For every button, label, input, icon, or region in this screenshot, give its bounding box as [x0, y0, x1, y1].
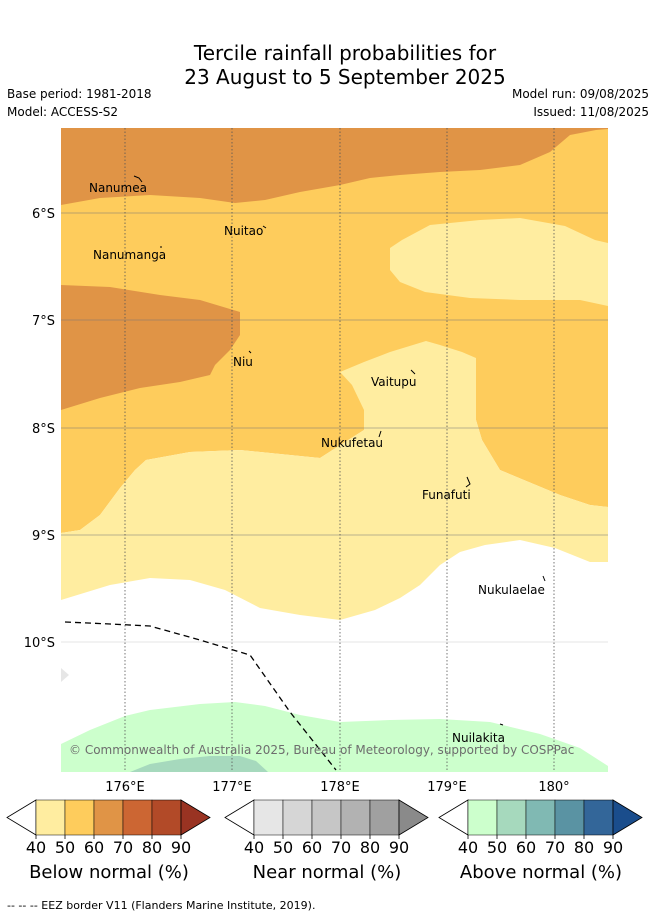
model-run: Model run: 09/08/2025: [511, 87, 649, 101]
lat-label: 6°S: [32, 207, 55, 222]
lon-label: 178°E: [320, 780, 360, 795]
lon-label: 177°E: [212, 780, 252, 795]
colorbar-segment: [282, 799, 313, 836]
colorbar-tick-label: 90: [603, 838, 623, 857]
colorbar-segment: [340, 799, 371, 836]
base-period: Base period: 1981-2018: [7, 87, 152, 101]
lon-label: 176°E: [105, 780, 145, 795]
colorbar-tick-label: 90: [171, 838, 191, 857]
colorbar-tick-label: 50: [55, 838, 75, 857]
colorbar-segment: [64, 799, 95, 836]
region-near-40: [61, 668, 69, 682]
lat-label: 10°S: [24, 636, 55, 651]
map-title-line2: 23 August to 5 September 2025: [184, 65, 506, 89]
colorbar-segment: [93, 799, 124, 836]
place-label: Nuilakita: [452, 731, 505, 745]
colorbar-segment: [35, 799, 66, 836]
colorbar-extend-low: [224, 799, 255, 836]
lat-label: 8°S: [32, 422, 55, 437]
colorbar-tick-label: 90: [389, 838, 409, 857]
place-label: Nuitao: [224, 224, 263, 238]
colorbar-above-label: Above normal (%): [459, 862, 623, 883]
region-below-40-east: [390, 218, 608, 306]
lat-label: 7°S: [32, 314, 55, 329]
place-label: Nukufetau: [321, 436, 383, 450]
island-marks: [133, 175, 546, 726]
colorbar-tick-label: 60: [302, 838, 322, 857]
colorbar-below: 40 50 60 70 80 90: [6, 799, 211, 857]
place-label: Nanumea: [89, 181, 147, 195]
place-label: Funafuti: [422, 488, 471, 502]
colorbar-near-label: Near normal (%): [252, 862, 402, 883]
colorbar-extend-low: [438, 799, 469, 836]
place-label: Niu: [233, 355, 253, 369]
lon-label: 180°: [538, 780, 569, 795]
grid-lon: [124, 128, 555, 772]
region-below-40: [61, 341, 608, 620]
colorbar-tick-label: 50: [273, 838, 293, 857]
colorbar-tick-label: 40: [26, 838, 46, 857]
colorbar-near: 40 50 60 70 80 90: [224, 799, 429, 857]
colorbar-extend-low: [6, 799, 37, 836]
eez-note: -- -- -- EEZ border V11 (Flanders Marine…: [7, 899, 316, 912]
lat-label: 9°S: [32, 529, 55, 544]
colorbar-segment: [253, 799, 284, 836]
map-area: [61, 128, 608, 772]
colorbar-above: 40 50 60 70 80 90: [438, 799, 643, 857]
issued-date: Issued: 11/08/2025: [533, 105, 649, 119]
colorbar-segment: [369, 799, 400, 836]
region-below-60-north: [61, 128, 608, 205]
colorbar-segment: [151, 799, 182, 836]
region-above-50: [130, 756, 268, 772]
colorbar-tick-label: 80: [574, 838, 594, 857]
colorbar-tick-label: 80: [142, 838, 162, 857]
colorbar-tick-label: 70: [545, 838, 565, 857]
colorbar-below-label: Below normal (%): [29, 862, 189, 883]
colorbar-tick-label: 80: [360, 838, 380, 857]
colorbar-extend-high: [398, 799, 429, 836]
place-label: Nukulaelae: [478, 583, 545, 597]
colorbar-segment: [496, 799, 527, 836]
colorbar-extend-high: [612, 799, 643, 836]
region-below-60-west: [61, 285, 240, 410]
colorbar-extend-high: [180, 799, 211, 836]
colorbar-tick-label: 70: [331, 838, 351, 857]
grid-lat: [61, 212, 608, 643]
colorbar-tick-label: 40: [244, 838, 264, 857]
colorbar-tick-label: 60: [84, 838, 104, 857]
map-title-line1: Tercile rainfall probabilities for: [193, 41, 497, 65]
colorbar-segment: [122, 799, 153, 836]
colorbar-segment: [311, 799, 342, 836]
colorbar-segment: [583, 799, 614, 836]
colorbar-segment: [525, 799, 556, 836]
lon-label: 179°E: [427, 780, 467, 795]
colorbar-segment: [554, 799, 585, 836]
colorbar-tick-label: 60: [516, 838, 536, 857]
model-name: Model: ACCESS-S2: [7, 105, 119, 119]
colorbar-segment: [467, 799, 498, 836]
eez-border-line: [64, 621, 337, 771]
colorbar-tick-label: 50: [487, 838, 507, 857]
region-above-40: [61, 702, 608, 772]
place-label: Nanumanga: [93, 248, 166, 262]
place-label: Vaitupu: [371, 375, 417, 389]
colorbar-tick-label: 70: [113, 838, 133, 857]
copyright-text: © Commonwealth of Australia 2025, Bureau…: [69, 743, 574, 757]
colorbar-tick-label: 40: [458, 838, 478, 857]
